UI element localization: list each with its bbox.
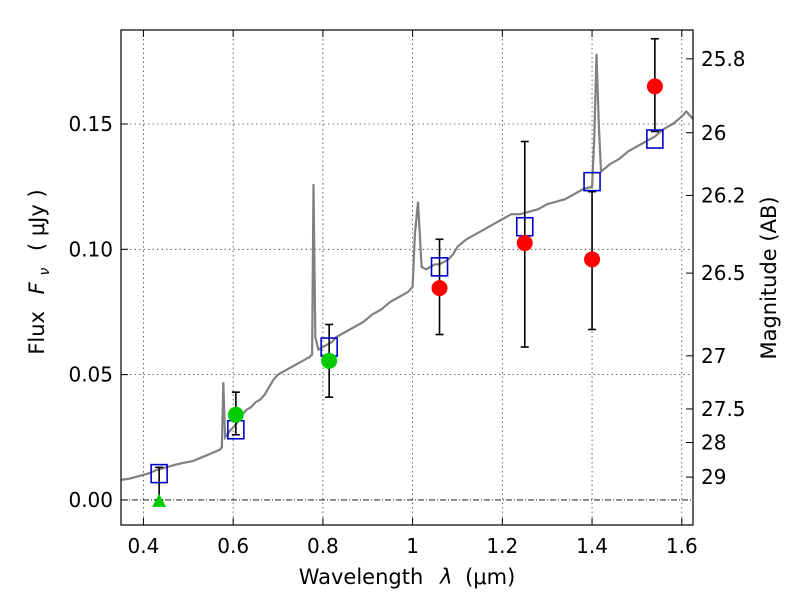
y-tick-label: 0.05 — [68, 363, 113, 387]
right-tick-label: 27 — [701, 344, 726, 368]
y-label-sub: ν — [37, 268, 53, 276]
y-tick-label: 0.15 — [68, 112, 113, 136]
y-axis-left: 0.00 0.05 0.10 0.15 — [68, 112, 128, 512]
x-tick-label: 0.8 — [307, 534, 339, 558]
x-axis-label: Wavelength λ (μm) — [299, 565, 516, 589]
observed-point-red — [516, 235, 533, 252]
x-label-main: Wavelength — [299, 565, 424, 589]
plot-area — [121, 37, 693, 507]
model-photometry-square — [646, 129, 664, 149]
y-tick-label: 0.10 — [68, 237, 113, 261]
right-tick-label: 25.8 — [701, 47, 746, 71]
x-tick-label: 0.6 — [217, 534, 249, 558]
observed-point-red — [646, 78, 663, 95]
x-tick-label: 1.2 — [486, 534, 518, 558]
observed-points — [152, 78, 663, 507]
x-tick-label: 1 — [406, 534, 419, 558]
x-label-symbol: λ — [439, 565, 452, 589]
plot-frame — [120, 29, 694, 526]
y-tick-label: 0.00 — [68, 488, 113, 512]
right-tick-label: 26.2 — [701, 183, 746, 207]
model-photometry-square — [430, 257, 449, 277]
grid-lines — [121, 30, 693, 525]
model-photometry-squares — [150, 129, 664, 484]
right-axis-label: Magnitude (AB) — [757, 196, 781, 359]
observed-point-red — [431, 280, 448, 297]
y-label-unit: ( μJy ) — [25, 189, 49, 251]
x-tick-label: 1.4 — [576, 534, 608, 558]
observed-point-green — [227, 406, 244, 423]
observed-point-red — [584, 251, 601, 268]
right-tick-label: 28 — [701, 431, 726, 455]
y-axis-label: Flux F ν ( μJy ) — [25, 189, 54, 354]
x-label-unit: (μm) — [465, 565, 515, 589]
x-tick-label: 1.6 — [666, 534, 698, 558]
observed-point-green — [321, 352, 338, 369]
y-label-symbol: F — [25, 281, 49, 294]
model-photometry-square — [150, 463, 168, 484]
y-label-main: Flux — [25, 311, 49, 355]
right-tick-label: 27.5 — [701, 397, 746, 421]
right-tick-label: 26.5 — [701, 261, 746, 285]
x-tick-label: 0.4 — [128, 534, 160, 558]
upper-limit-triangle — [152, 493, 167, 507]
model-photometry-square — [583, 171, 601, 192]
y-axis-right: 25.8 26 26.2 26.5 27 27.5 28 29 — [686, 47, 746, 489]
model-spectrum-line — [121, 53, 693, 481]
right-tick-label: 29 — [701, 465, 726, 489]
x-axis: 0.4 0.6 0.8 1 1.2 1.4 1.6 — [128, 30, 698, 558]
right-tick-label: 26 — [701, 121, 726, 145]
